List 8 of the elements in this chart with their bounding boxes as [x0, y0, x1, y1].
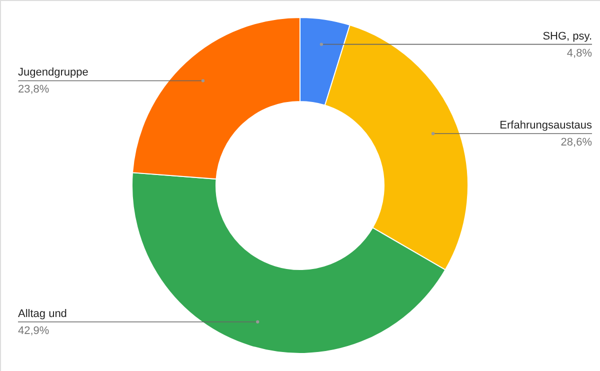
data-label: 42,9% — [18, 324, 50, 337]
slice-label: SHG, psy. — [542, 30, 592, 42]
data-label: 23,8% — [18, 84, 50, 96]
slice-label: Erfahrungsaustaus — [500, 120, 592, 132]
slice-label: Alltag und — [18, 308, 67, 320]
slice-label: Jugendgruppe — [18, 66, 88, 79]
data-label: 4,8% — [566, 47, 592, 60]
data-label: 28,6% — [560, 136, 592, 149]
